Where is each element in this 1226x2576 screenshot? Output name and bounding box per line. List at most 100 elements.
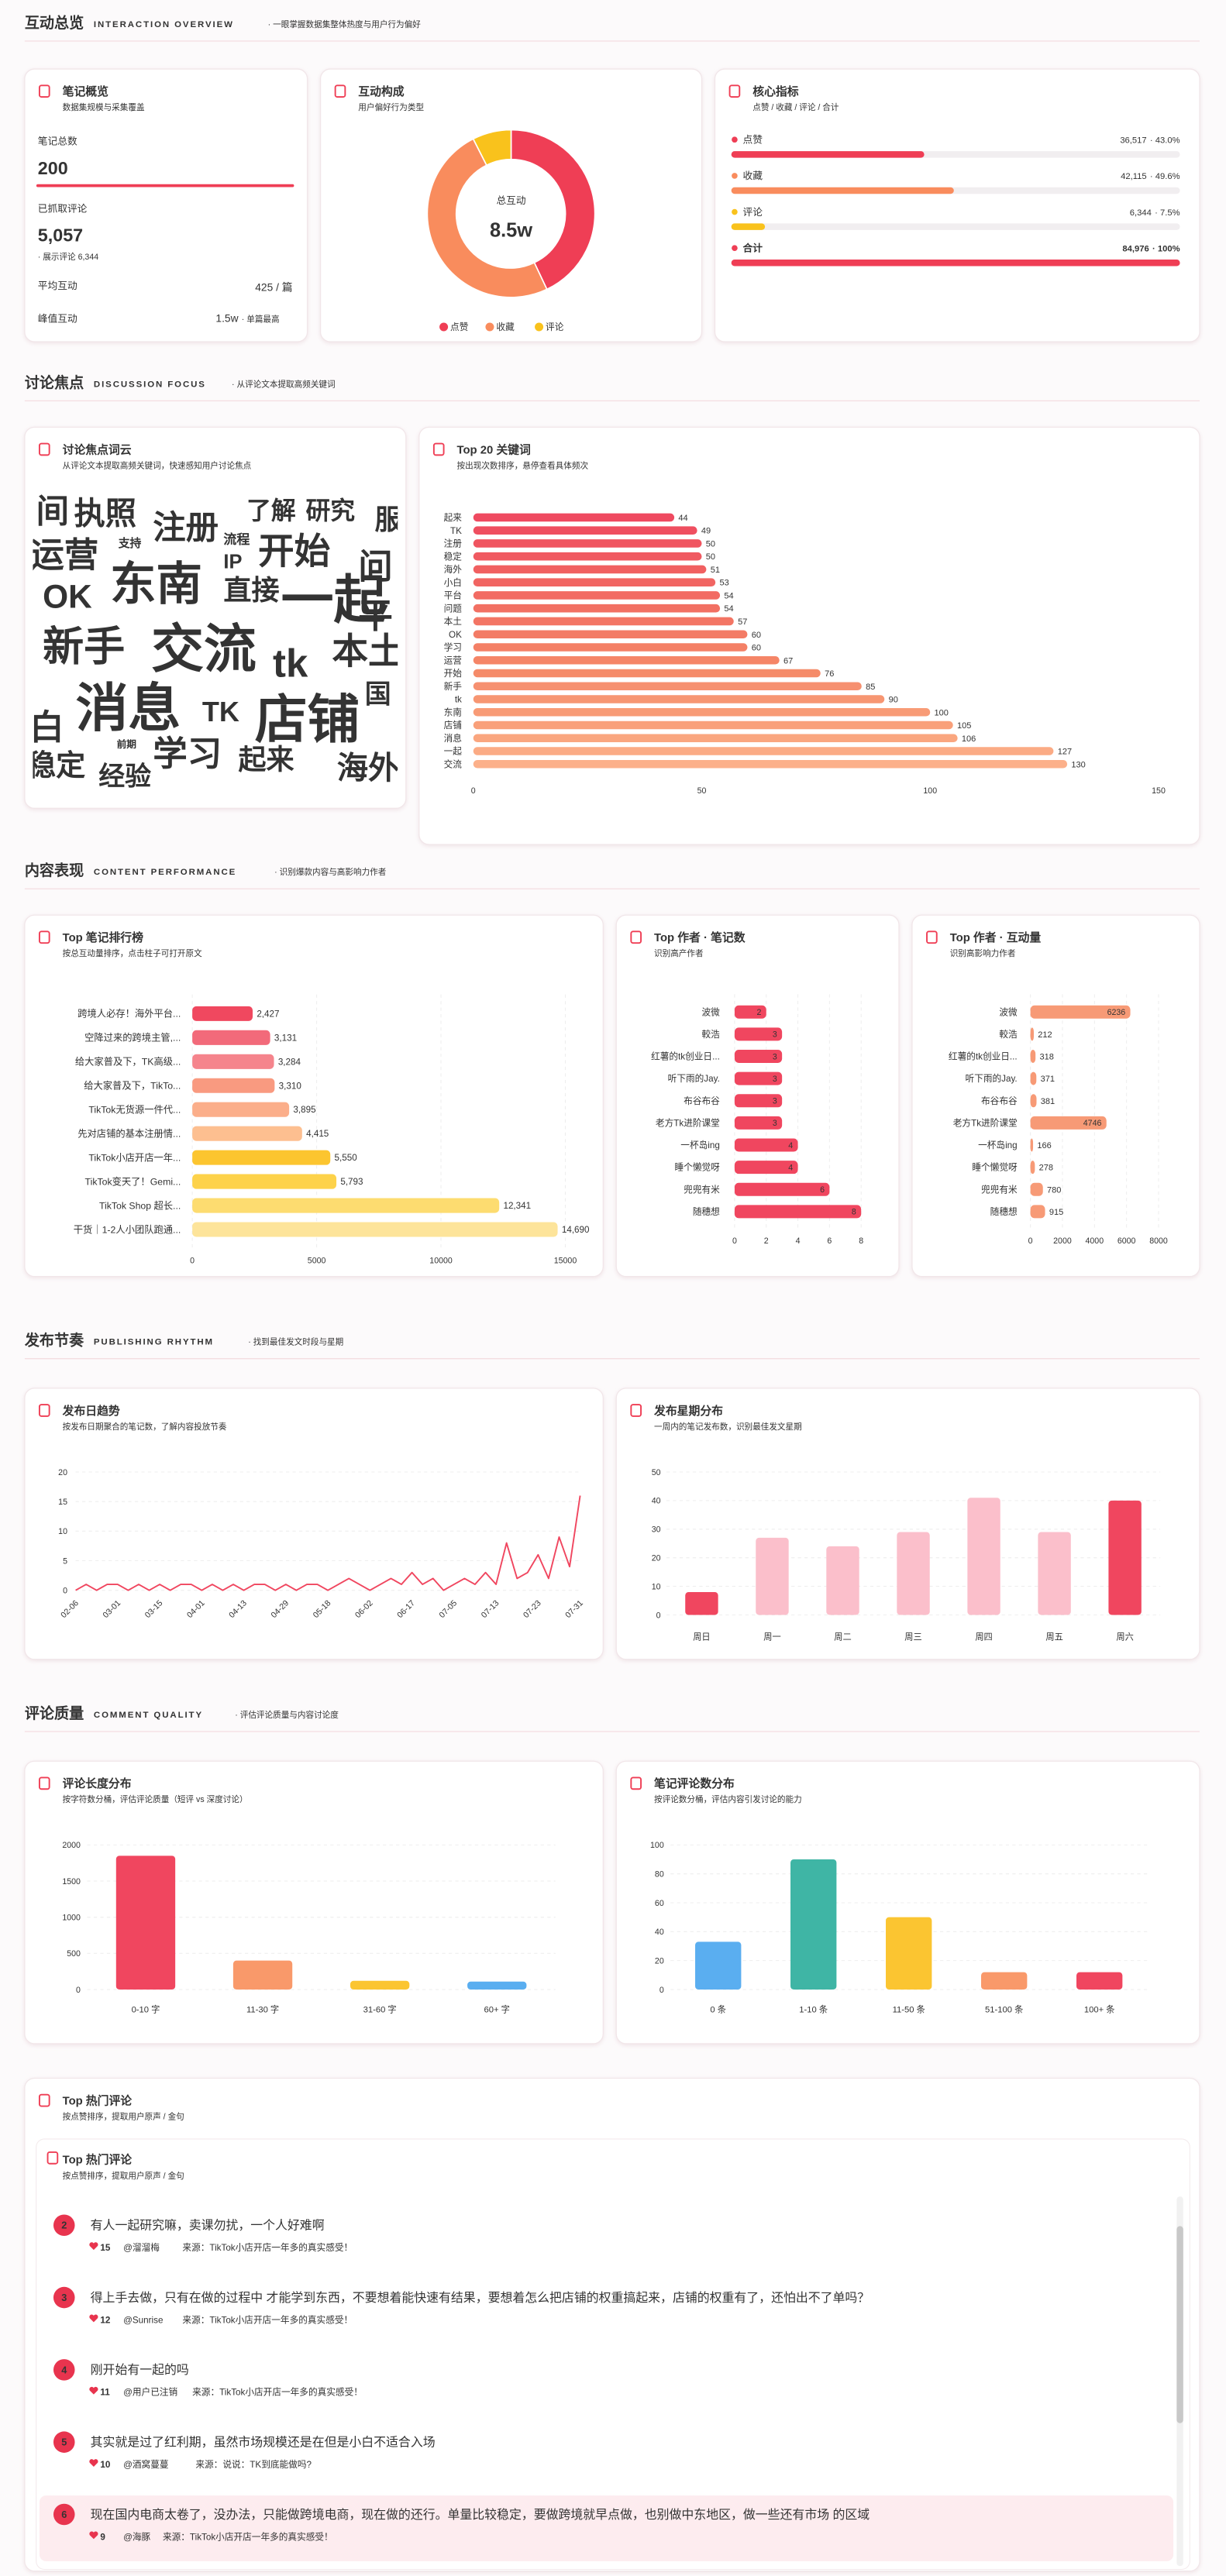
bar bbox=[473, 682, 862, 691]
x-tick-label: 10000 bbox=[429, 1257, 453, 1266]
card bbox=[24, 1388, 604, 1660]
bar bbox=[981, 1972, 1028, 1990]
bar[interactable] bbox=[192, 1102, 290, 1117]
card-icon bbox=[38, 442, 50, 456]
section-title-en: INTERACTION OVERVIEW bbox=[94, 20, 234, 29]
value-label: 212 bbox=[1038, 1030, 1052, 1040]
rank-number: 5 bbox=[61, 2437, 67, 2448]
value-label: 105 bbox=[957, 721, 971, 731]
bar bbox=[1076, 1972, 1123, 1990]
bar bbox=[473, 565, 707, 574]
like-count: 12 bbox=[100, 2315, 110, 2325]
bar bbox=[473, 721, 953, 730]
bar bbox=[473, 734, 958, 743]
like-count: 10 bbox=[100, 2460, 110, 2470]
bar bbox=[473, 695, 885, 703]
bar bbox=[734, 1071, 783, 1085]
bar[interactable] bbox=[192, 1054, 274, 1069]
x-tick-label: 51-100 条 bbox=[985, 2004, 1023, 2015]
x-tick-label: 2 bbox=[764, 1236, 769, 1246]
bar[interactable] bbox=[192, 1006, 253, 1021]
value-label: 3,284 bbox=[278, 1057, 301, 1067]
card bbox=[319, 68, 703, 342]
legend-swatch bbox=[485, 322, 494, 332]
metric-share: · 43.0% bbox=[1150, 136, 1180, 145]
card-title: 笔记概览 bbox=[63, 84, 108, 98]
stat-value: 425 / 篇 bbox=[255, 281, 292, 293]
value-label: 166 bbox=[1037, 1141, 1051, 1150]
metric-dot bbox=[732, 208, 738, 215]
heart-icon bbox=[89, 2459, 98, 2467]
bar[interactable] bbox=[192, 1198, 500, 1213]
card-subtitle: 用户偏好行为类型 bbox=[358, 102, 424, 112]
bar bbox=[790, 1859, 837, 1990]
x-tick-label: 60+ 字 bbox=[484, 2004, 510, 2015]
cloud-word: 间 bbox=[36, 493, 69, 529]
cloud-word: 本土 bbox=[332, 631, 404, 672]
scrollbar-thumb[interactable] bbox=[1176, 2226, 1183, 2423]
cloud-word: 店铺 bbox=[255, 691, 360, 749]
y-tick-label: 40 bbox=[655, 1928, 664, 1937]
card-subtitle: 按发布日期聚合的笔记数，了解内容投放节奏 bbox=[63, 1422, 227, 1432]
metric-label: 点赞 bbox=[743, 133, 763, 145]
heart-icon bbox=[89, 2386, 98, 2395]
comment-source: 来源：TikTok小店开店一年多的真实感受！ bbox=[192, 2387, 363, 2398]
stat-label: 已抓取评论 bbox=[38, 203, 88, 215]
bar bbox=[473, 513, 675, 522]
bar bbox=[1030, 1027, 1034, 1041]
cloud-word: 问 bbox=[358, 548, 393, 586]
card-icon bbox=[926, 930, 938, 944]
value-label: 3 bbox=[773, 1075, 777, 1084]
x-tick-label: 周五 bbox=[1045, 1632, 1062, 1642]
card-subtitle: 按字符数分桶，评估评论质量（短评 vs 深度讨论） bbox=[63, 1794, 248, 1804]
bar[interactable] bbox=[192, 1174, 337, 1189]
x-tick-label: 11-30 字 bbox=[246, 2004, 279, 2015]
bar[interactable] bbox=[192, 1222, 558, 1237]
value-label: 278 bbox=[1039, 1164, 1053, 1173]
bar bbox=[473, 643, 748, 652]
y-tick-label: 听下雨的Jay. bbox=[966, 1073, 1018, 1084]
bar bbox=[473, 707, 931, 717]
rank-badge bbox=[53, 2214, 75, 2237]
card-icon bbox=[630, 1404, 642, 1417]
y-tick-label: 較浩 bbox=[702, 1029, 721, 1040]
value-label: 4 bbox=[788, 1163, 793, 1172]
y-tick-label: 波微 bbox=[702, 1006, 721, 1017]
y-tick-label: 0 bbox=[76, 1986, 81, 1995]
y-tick-label: 给大家普及下，TikTo... bbox=[84, 1080, 181, 1092]
x-tick-label: 0 bbox=[1028, 1236, 1033, 1246]
y-tick-label: TK bbox=[450, 526, 462, 536]
card-icon bbox=[630, 930, 642, 944]
x-tick-label: 周六 bbox=[1116, 1632, 1133, 1642]
value-label: 100 bbox=[935, 708, 949, 717]
bar bbox=[473, 630, 748, 639]
metric-share: · 100% bbox=[1152, 244, 1180, 253]
value-label: 60 bbox=[752, 644, 761, 653]
section-desc: · 从评论文本提取高频关键词 bbox=[232, 379, 336, 389]
y-tick-label: 50 bbox=[652, 1468, 661, 1477]
x-tick-label: 150 bbox=[1152, 786, 1166, 796]
comment-user: @海豚 bbox=[123, 2531, 150, 2542]
card-subtitle: 按总互动量排序，点击柱子可打开原文 bbox=[63, 948, 202, 958]
y-tick-label: 起来 bbox=[444, 513, 463, 523]
bar[interactable] bbox=[192, 1030, 270, 1045]
cloud-word: 开始 bbox=[258, 531, 331, 571]
bar bbox=[734, 1182, 830, 1196]
cloud-word: 服 bbox=[375, 504, 403, 535]
bar[interactable] bbox=[192, 1150, 331, 1165]
section-desc: · 评估评论质量与内容讨论度 bbox=[235, 1710, 339, 1720]
y-tick-label: 跨境人必存！海外平台... bbox=[77, 1008, 181, 1020]
card-subtitle: 识别高影响力作者 bbox=[950, 948, 1016, 958]
bar bbox=[473, 747, 1054, 755]
card-icon bbox=[38, 1404, 50, 1417]
bar bbox=[897, 1532, 930, 1615]
bar[interactable] bbox=[192, 1078, 275, 1093]
value-label: 4746 bbox=[1083, 1119, 1102, 1128]
value-label: 4 bbox=[788, 1141, 793, 1150]
y-tick-label: 兜兜有米 bbox=[981, 1184, 1018, 1195]
value-label: 57 bbox=[738, 617, 747, 627]
y-tick-label: 注册 bbox=[444, 538, 463, 549]
cloud-word: tk bbox=[273, 641, 308, 686]
x-tick-label: 100+ 条 bbox=[1084, 2004, 1115, 2015]
bar[interactable] bbox=[192, 1126, 302, 1141]
